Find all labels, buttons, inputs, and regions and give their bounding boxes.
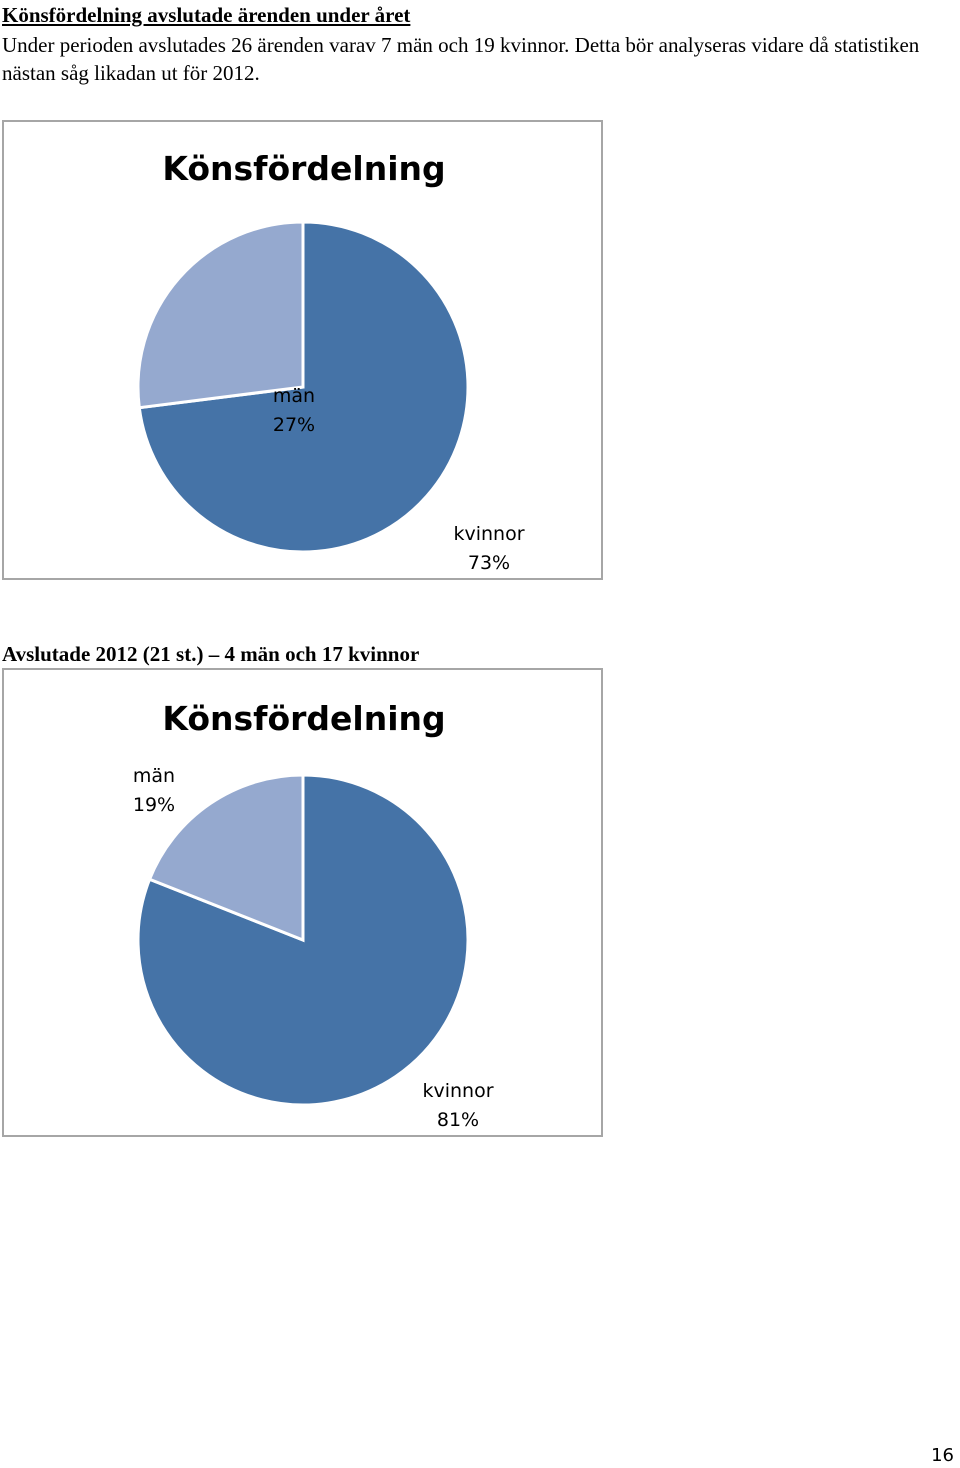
pie-chart-2012: Könsfördelning män 19% kvinnor 81% (2, 668, 603, 1137)
pie-slice-kvinnor (136, 773, 470, 1107)
pie-slice-man (136, 220, 305, 410)
section-paragraph: Under perioden avslutades 26 ärenden var… (2, 33, 920, 85)
pie-slice-man (147, 773, 305, 943)
slice-label-man: män (273, 385, 315, 407)
slice-percent-man: 19% (133, 794, 175, 816)
slice-label-man: män (133, 765, 175, 787)
slice-label-kvinnor: kvinnor (453, 523, 524, 545)
slice-label-kvinnor: kvinnor (422, 1080, 493, 1102)
page-number: 16 (931, 1445, 954, 1466)
pie-chart-total-svg: Könsfördelning män 27% kvinnor 73% (136, 149, 525, 574)
chart-title: Könsfördelning (162, 149, 445, 188)
section-heading: Könsfördelning avslutade ärenden under å… (2, 3, 411, 27)
slice-percent-kvinnor: 73% (468, 552, 510, 574)
pie-chart-total: Könsfördelning män 27% kvinnor 73% (2, 120, 603, 580)
chart-title: Könsfördelning (162, 699, 445, 738)
pie-chart-2012-svg: Könsfördelning män 19% kvinnor 81% (133, 699, 494, 1131)
subheading-2012: Avslutade 2012 (21 st.) – 4 män och 17 k… (2, 642, 420, 666)
slice-percent-kvinnor: 81% (437, 1109, 479, 1131)
slice-percent-man: 27% (273, 414, 315, 436)
